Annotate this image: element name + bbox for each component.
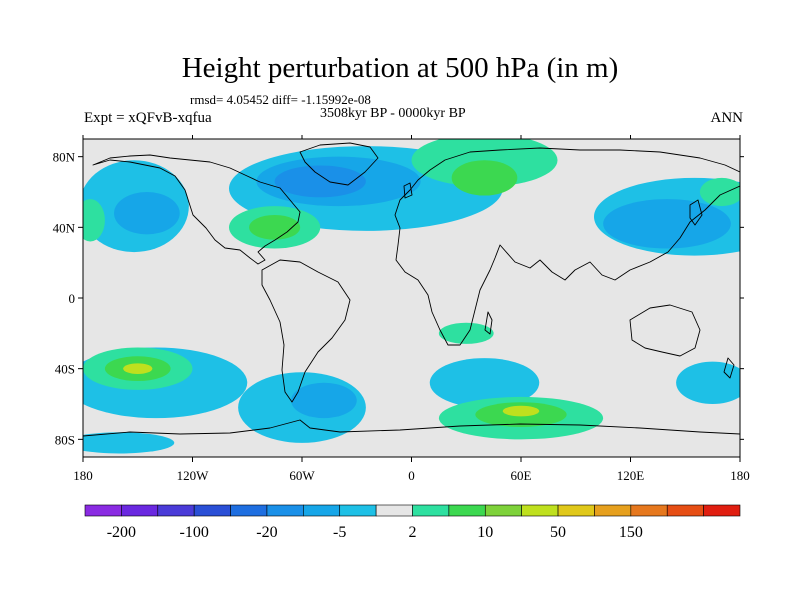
colorbar-swatch bbox=[630, 504, 668, 517]
anomaly-region-positive-weak bbox=[438, 322, 494, 344]
colorbar-label: -20 bbox=[256, 524, 277, 541]
colorbar-swatch bbox=[666, 504, 704, 517]
anomaly-region-negative-mid bbox=[291, 382, 357, 419]
colorbar-swatch bbox=[557, 504, 595, 517]
anomaly-region-positive-mid bbox=[249, 214, 301, 240]
colorbar-label: -200 bbox=[107, 524, 136, 541]
lat-tick-label: 40S bbox=[55, 362, 75, 377]
map-axes: 180 120W 60W 0 60E 120E 180 80N 40N 0 40S 80S bbox=[53, 135, 750, 483]
colorbar-swatch bbox=[157, 504, 195, 517]
lon-tick-label: 180 bbox=[730, 468, 750, 483]
colorbar-label: 10 bbox=[477, 524, 493, 541]
colorbar-swatch bbox=[84, 504, 122, 517]
lon-tick-label: 120E bbox=[617, 468, 645, 483]
colorbar-label: -100 bbox=[180, 524, 209, 541]
colorbar-swatch bbox=[521, 504, 559, 517]
anomaly-region-positive-strong bbox=[123, 363, 153, 374]
south-america-coastline bbox=[261, 259, 351, 403]
anomaly-region-positive-weak bbox=[699, 177, 740, 207]
colorbar-swatch bbox=[266, 504, 304, 517]
lat-tick-label: 80N bbox=[53, 150, 76, 165]
anomaly-region-negative-mid bbox=[114, 192, 180, 235]
lon-tick-label: 180 bbox=[73, 468, 93, 483]
north-america-coastline bbox=[92, 154, 301, 265]
colorbar-label: -5 bbox=[333, 524, 346, 541]
eurasia-africa-coastline bbox=[394, 147, 740, 346]
colorbar-swatch bbox=[121, 504, 159, 517]
colorbar-swatch bbox=[448, 504, 486, 517]
anomaly-region-negative-strong bbox=[274, 165, 366, 198]
colorbar-swatch bbox=[230, 504, 268, 517]
anomaly-region-positive-weak bbox=[83, 199, 105, 242]
time-period: 3508kyr BP - 0000kyr BP bbox=[320, 106, 466, 121]
rmsd-diff-stats: rmsd= 4.05452 diff= -1.15992e-08 bbox=[190, 92, 371, 107]
australia-coastline bbox=[629, 304, 701, 357]
colorbar-swatch bbox=[193, 504, 231, 517]
colorbar-swatch bbox=[594, 504, 632, 517]
colorbar-label: 150 bbox=[619, 524, 643, 541]
anomaly-region-positive-strong bbox=[502, 405, 540, 417]
colorbar-swatch bbox=[303, 504, 341, 517]
lon-tick-label: 0 bbox=[408, 468, 415, 483]
lon-tick-label: 60E bbox=[511, 468, 532, 483]
colorbar-swatch bbox=[484, 504, 522, 517]
experiment-label: Expt = xQFvB-xqfua bbox=[84, 110, 212, 126]
colorbar-swatch bbox=[703, 504, 741, 517]
colorbar-swatch bbox=[339, 504, 377, 517]
map-title: Height perturbation at 500 hPa (in m) bbox=[181, 52, 619, 84]
coastlines bbox=[83, 142, 740, 437]
madagascar-coastline bbox=[484, 311, 493, 335]
anomaly-region-positive-mid bbox=[451, 160, 518, 196]
anomaly-region-negative-weak bbox=[429, 358, 540, 408]
japan-coastline bbox=[689, 199, 703, 226]
greenland-coastline bbox=[299, 142, 379, 186]
lon-tick-label: 60W bbox=[289, 468, 315, 483]
lon-tick-label: 120W bbox=[177, 468, 210, 483]
antarctica-coastline bbox=[83, 419, 740, 437]
colorbar-swatch bbox=[412, 504, 450, 517]
lat-tick-label: 0 bbox=[69, 291, 76, 306]
lat-tick-label: 80S bbox=[55, 432, 75, 447]
anomaly-region-negative-weak bbox=[83, 432, 175, 454]
uk-coastline bbox=[403, 182, 413, 199]
anomaly-region-negative-mid bbox=[603, 199, 731, 249]
new-zealand-coastline bbox=[723, 357, 735, 379]
colorbar-label: 2 bbox=[409, 524, 417, 541]
lat-tick-label: 40N bbox=[53, 220, 76, 235]
colorbar-label: 50 bbox=[550, 524, 566, 541]
colorbar-swatch bbox=[375, 504, 413, 517]
anomaly-region-negative-weak bbox=[676, 361, 740, 404]
season-label: ANN bbox=[710, 110, 744, 126]
colorbar: -200 -100 -20 -5 2 10 50 150 bbox=[84, 504, 741, 541]
